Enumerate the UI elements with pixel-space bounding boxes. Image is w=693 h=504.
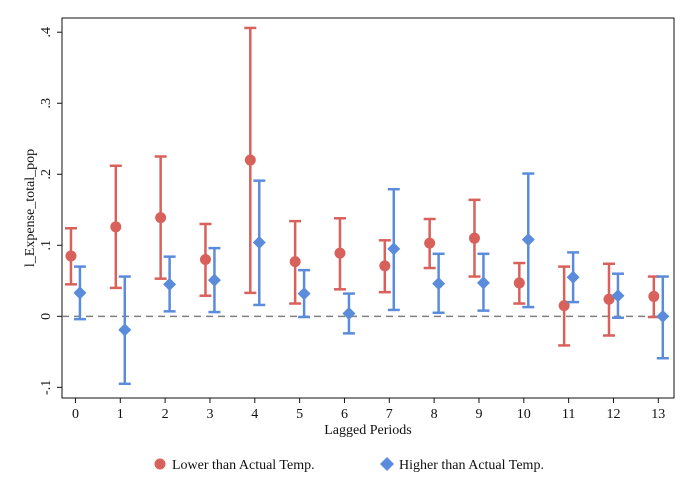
x-tick-label: 2: [162, 407, 169, 422]
x-tick-label: 4: [251, 407, 258, 422]
point-diamond: [387, 242, 401, 256]
point-circle: [468, 232, 480, 244]
series-higher: [73, 172, 670, 386]
legend-marker-higher: [380, 457, 394, 471]
point-circle: [603, 293, 615, 305]
point-diamond: [118, 323, 132, 337]
point-diamond: [656, 309, 670, 323]
x-tick-label: 5: [296, 407, 303, 422]
x-tick-label: 11: [562, 407, 575, 422]
point-circle: [155, 212, 167, 224]
y-tick-label: -.1: [39, 380, 54, 395]
point-diamond: [73, 286, 87, 300]
point-circle: [558, 300, 570, 312]
x-tick-label: 3: [206, 407, 213, 422]
x-tick-label: 6: [341, 407, 348, 422]
x-tick-label: 9: [475, 407, 482, 422]
point-circle: [648, 290, 660, 302]
point-circle: [110, 221, 122, 233]
series-layer: [64, 26, 670, 386]
y-tick-label: 0: [39, 313, 54, 320]
plot-frame: [61, 17, 675, 399]
y-tick-label: .2: [39, 169, 54, 180]
point-diamond: [297, 287, 311, 301]
point-circle: [513, 277, 525, 289]
point-diamond: [566, 270, 580, 284]
point-circle: [379, 260, 391, 272]
point-circle: [289, 256, 301, 268]
point-diamond: [252, 235, 266, 249]
point-diamond: [163, 277, 177, 291]
point-circle: [199, 253, 211, 265]
x-axis-title: Lagged Periods: [324, 423, 411, 438]
x-tick-label: 7: [386, 407, 393, 422]
point-circle: [424, 237, 436, 249]
point-diamond: [611, 289, 625, 303]
x-tick-label: 13: [651, 407, 665, 422]
x-tick-label: 1: [117, 407, 124, 422]
point-circle: [334, 247, 346, 259]
x-tick-label: 10: [517, 407, 531, 422]
point-diamond: [342, 306, 356, 320]
y-tick-label: .3: [39, 98, 54, 109]
x-tick-label: 0: [72, 407, 79, 422]
y-tick-label: .4: [39, 27, 54, 38]
point-diamond: [476, 276, 490, 290]
legend-label-lower: Lower than Actual Temp.: [172, 458, 315, 473]
legend-marker-lower: [154, 458, 166, 470]
x-tick-label: 12: [606, 407, 620, 422]
point-circle: [244, 154, 256, 166]
point-diamond: [521, 233, 535, 247]
point-diamond: [207, 273, 221, 287]
legend-label-higher: Higher than Actual Temp.: [399, 458, 544, 473]
point-diamond: [432, 277, 446, 291]
y-axis: -.1 0 .1 .2 .3 .4: [39, 27, 62, 395]
x-axis: 0 1 2 3 4 5 6 7 8 9 10 11 12 13: [72, 398, 665, 422]
y-axis-title: l_Expense_total_pop: [23, 149, 38, 267]
point-circle: [65, 250, 77, 262]
series-lower: [64, 26, 660, 347]
y-tick-label: .1: [39, 240, 54, 251]
x-tick-label: 8: [431, 407, 438, 422]
legend: Lower than Actual Temp. Higher than Actu…: [154, 457, 544, 473]
